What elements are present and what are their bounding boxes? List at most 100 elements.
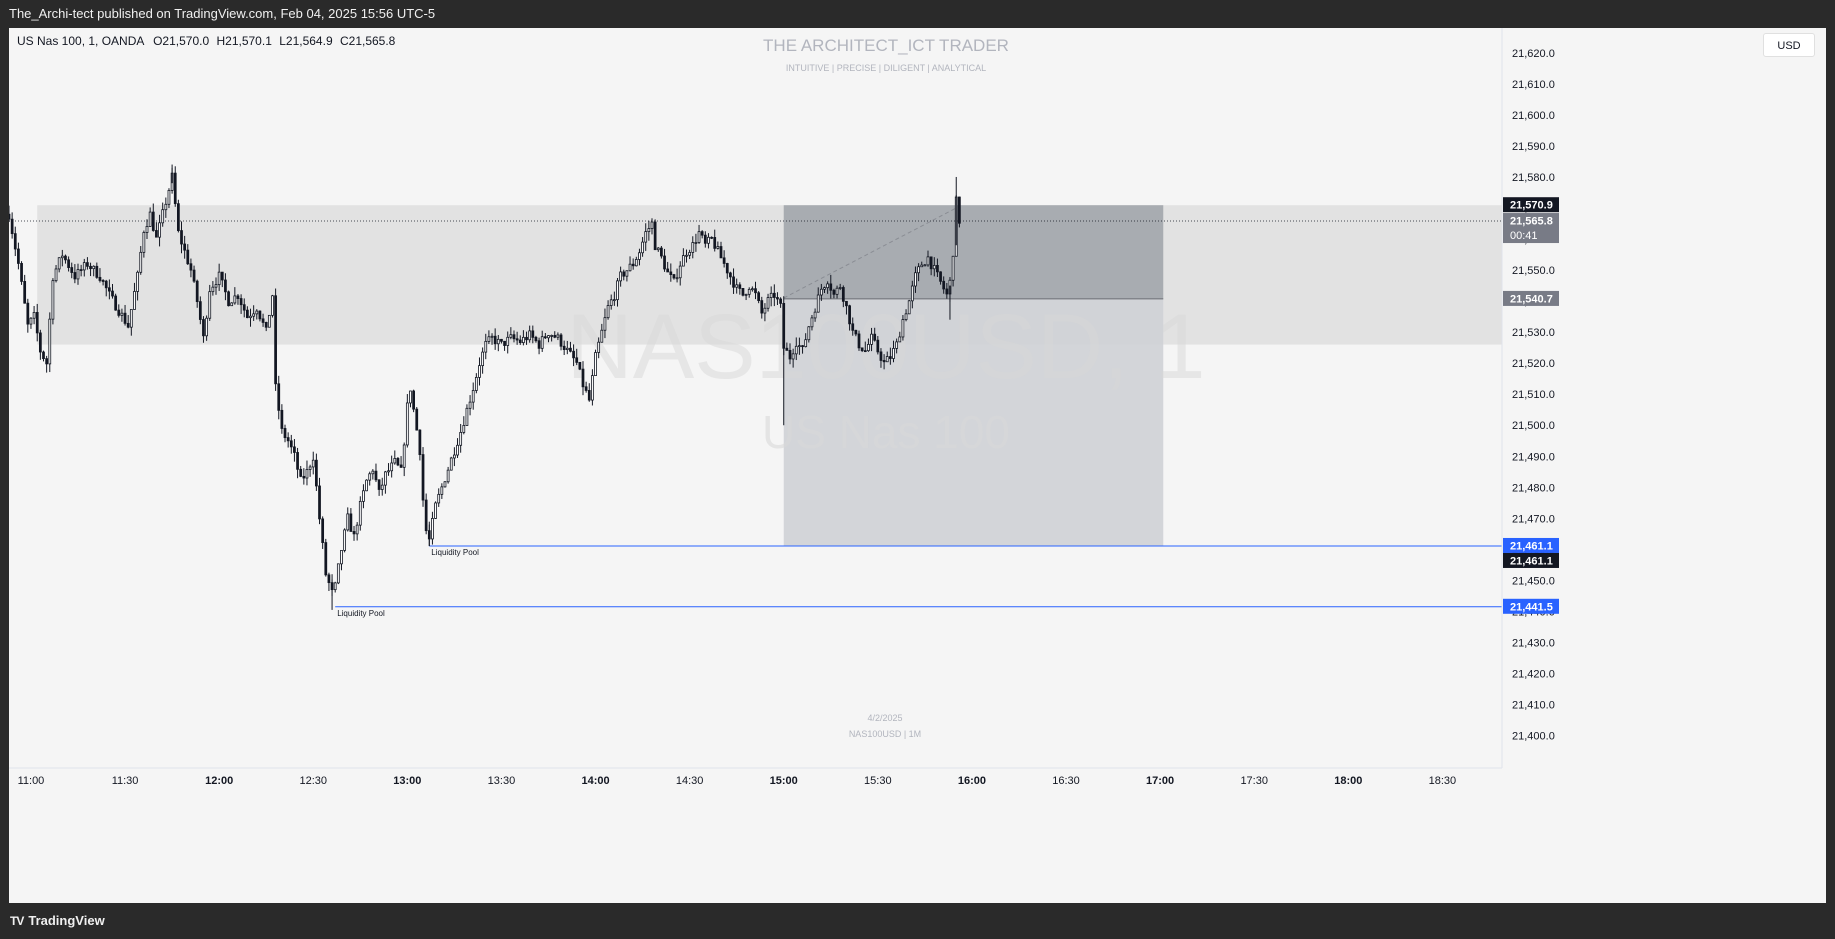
candle-body — [678, 265, 682, 279]
candle-body — [405, 402, 409, 446]
x-tick-label: 17:30 — [1240, 775, 1268, 787]
candle-body — [32, 312, 36, 319]
candle-body — [628, 263, 632, 272]
candle-body — [735, 284, 739, 288]
candle-body — [362, 490, 365, 502]
y-tick-label: 21,490.0 — [1512, 451, 1555, 463]
price-badge — [1503, 598, 1559, 614]
candle-body — [117, 309, 121, 316]
y-tick-label: 21,500.0 — [1512, 420, 1555, 432]
candle-body — [892, 348, 895, 359]
candle-body — [506, 336, 510, 346]
candle-body — [522, 336, 525, 344]
legend-close-label: C — [339, 34, 349, 48]
candle-body — [271, 295, 274, 316]
candle-body — [321, 518, 325, 543]
candle-body — [772, 292, 776, 298]
currency-button[interactable]: USD — [1763, 33, 1815, 57]
candle-body — [35, 312, 39, 334]
symbol-legend[interactable]: US Nas 100, 1, OANDA O21,570.0 H21,570.1… — [17, 34, 395, 48]
candle-body — [719, 246, 723, 259]
candle-body — [509, 334, 513, 338]
candle-body — [431, 518, 434, 540]
candle-body — [496, 338, 500, 345]
candle-body — [854, 329, 858, 335]
candle-body — [691, 242, 695, 253]
candle-body — [446, 469, 450, 483]
y-tick-label: 21,530.0 — [1512, 327, 1555, 339]
candle-body — [158, 222, 161, 238]
candle-body — [750, 288, 754, 291]
candle-body — [763, 307, 767, 314]
price-badge — [1503, 537, 1559, 553]
candle-body — [703, 234, 707, 244]
zones-layer — [37, 205, 1502, 546]
candle-body — [10, 218, 14, 235]
price-chart[interactable]: NAS100USD, 1 US Nas 100 THE ARCHITECT_IC… — [9, 28, 1826, 903]
candle-body — [474, 376, 478, 391]
candle-body — [631, 263, 635, 267]
candle-body — [82, 262, 86, 271]
candle-body — [371, 470, 375, 475]
zone-rect — [37, 205, 1502, 345]
candle-body — [722, 257, 726, 264]
candle-body — [901, 319, 905, 338]
y-tick-label: 21,480.0 — [1512, 482, 1555, 494]
candle-body — [857, 333, 861, 349]
candle-body — [584, 386, 588, 391]
candle-body — [148, 211, 152, 227]
candle-body — [239, 298, 243, 306]
footer-bar: TV TradingView — [0, 903, 1835, 939]
y-tick-label: 21,590.0 — [1512, 141, 1555, 153]
candle-body — [211, 286, 215, 293]
candle-body — [816, 294, 820, 313]
candle-body — [794, 345, 798, 355]
candle-body — [487, 336, 491, 342]
candle-body — [396, 458, 400, 466]
candle-body — [867, 343, 870, 352]
candle-body — [114, 295, 118, 311]
candle-body — [716, 246, 720, 249]
legend-high-label: H — [216, 34, 226, 48]
x-tick-label: 11:30 — [112, 775, 139, 787]
candle-body — [437, 493, 441, 504]
candle-body — [556, 334, 560, 338]
candle-body — [923, 264, 927, 267]
candle-body — [738, 284, 742, 289]
candle-body — [951, 255, 955, 281]
lines-layer: Liquidity Pool Liquidity Pool — [9, 207, 1502, 618]
tradingview-brand[interactable]: TV TradingView — [10, 913, 105, 928]
candle-body — [926, 256, 930, 266]
candle-body — [227, 291, 230, 307]
candle-body — [660, 247, 663, 257]
candle-body — [760, 300, 764, 314]
candle-body — [286, 437, 290, 442]
candle-body — [622, 271, 626, 277]
price-badge-label: 21,570.9 — [1510, 200, 1553, 212]
candle-body — [390, 462, 394, 472]
candle-body — [638, 252, 641, 260]
candle-body — [688, 252, 692, 256]
x-tick-label: 15:30 — [864, 775, 892, 787]
candle-body — [540, 336, 544, 349]
candle-body — [308, 466, 312, 470]
candle-body — [907, 300, 911, 315]
candle-body — [368, 473, 372, 481]
price-badge — [1503, 197, 1559, 213]
candle-body — [346, 513, 350, 531]
candle-body — [559, 334, 563, 347]
watermark-layer: NAS100USD, 1 US Nas 100 THE ARCHITECT_IC… — [566, 36, 1205, 739]
candle-body — [258, 310, 262, 320]
candle-body — [634, 259, 638, 267]
candle-body — [810, 317, 814, 328]
candle-body — [462, 425, 466, 433]
candle-body — [518, 339, 522, 344]
candle-body — [898, 336, 902, 343]
candle-body — [230, 302, 234, 307]
candle-body — [729, 272, 732, 278]
candle-body — [606, 305, 610, 319]
candle-body — [324, 542, 328, 576]
chart-frame[interactable]: NAS100USD, 1 US Nas 100 THE ARCHITECT_IC… — [9, 28, 1826, 903]
candle-body — [835, 287, 839, 295]
candle-body — [104, 280, 108, 289]
